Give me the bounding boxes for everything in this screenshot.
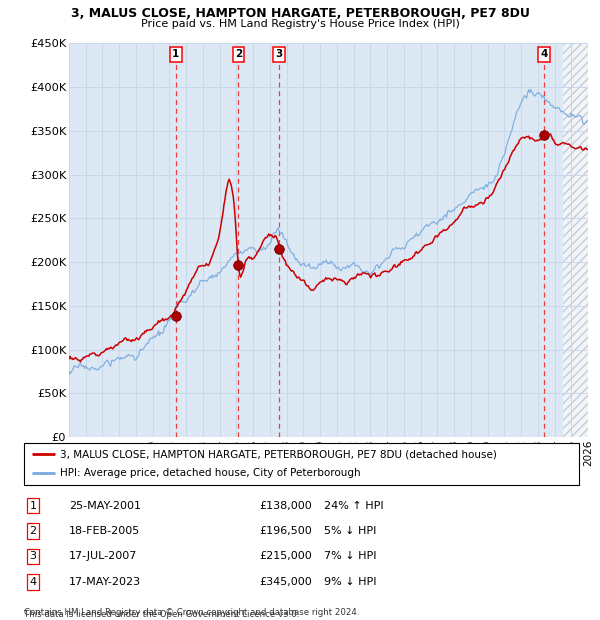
Text: 7% ↓ HPI: 7% ↓ HPI (324, 551, 377, 562)
Text: 17-JUL-2007: 17-JUL-2007 (69, 551, 137, 562)
Text: 2: 2 (29, 526, 37, 536)
Text: 18-FEB-2005: 18-FEB-2005 (69, 526, 140, 536)
Text: HPI: Average price, detached house, City of Peterborough: HPI: Average price, detached house, City… (60, 469, 361, 479)
Text: 4: 4 (540, 50, 548, 60)
Text: 25-MAY-2001: 25-MAY-2001 (69, 500, 141, 511)
FancyBboxPatch shape (24, 443, 579, 485)
Text: 9% ↓ HPI: 9% ↓ HPI (324, 577, 377, 587)
Text: £196,500: £196,500 (259, 526, 312, 536)
Text: Contains HM Land Registry data © Crown copyright and database right 2024.: Contains HM Land Registry data © Crown c… (24, 608, 359, 617)
Text: 17-MAY-2023: 17-MAY-2023 (69, 577, 141, 587)
Text: 3, MALUS CLOSE, HAMPTON HARGATE, PETERBOROUGH, PE7 8DU: 3, MALUS CLOSE, HAMPTON HARGATE, PETERBO… (71, 7, 529, 20)
Text: £138,000: £138,000 (259, 500, 312, 511)
Text: 1: 1 (172, 50, 179, 60)
Text: This data is licensed under the Open Government Licence v3.0.: This data is licensed under the Open Gov… (24, 609, 299, 619)
Text: 5% ↓ HPI: 5% ↓ HPI (324, 526, 376, 536)
Text: 3: 3 (275, 50, 283, 60)
Text: 3, MALUS CLOSE, HAMPTON HARGATE, PETERBOROUGH, PE7 8DU (detached house): 3, MALUS CLOSE, HAMPTON HARGATE, PETERBO… (60, 449, 497, 459)
Text: 2: 2 (235, 50, 242, 60)
Text: 4: 4 (29, 577, 37, 587)
Text: 24% ↑ HPI: 24% ↑ HPI (324, 500, 383, 511)
Text: £215,000: £215,000 (259, 551, 312, 562)
Text: 1: 1 (29, 500, 37, 511)
Text: 3: 3 (29, 551, 37, 562)
Text: Price paid vs. HM Land Registry's House Price Index (HPI): Price paid vs. HM Land Registry's House … (140, 19, 460, 29)
Text: £345,000: £345,000 (259, 577, 312, 587)
